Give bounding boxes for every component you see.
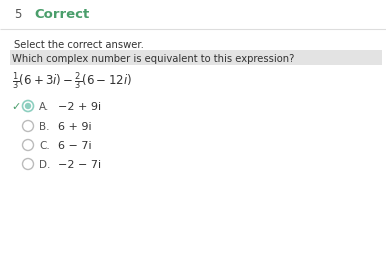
Text: ✓: ✓ [11,102,21,112]
Text: 5: 5 [14,8,21,21]
Text: Which complex number is equivalent to this expression?: Which complex number is equivalent to th… [12,53,295,63]
Circle shape [22,159,34,170]
Bar [10,51,382,66]
Text: D.: D. [39,159,51,169]
Circle shape [25,103,31,110]
Text: 6 + 9i: 6 + 9i [58,121,91,132]
Text: −2 − 7i: −2 − 7i [58,159,101,169]
Text: Correct: Correct [34,8,89,21]
Text: Select the correct answer.: Select the correct answer. [14,40,144,50]
Text: A.: A. [39,102,49,112]
Text: B.: B. [39,121,49,132]
Text: −2 + 9i: −2 + 9i [58,102,101,112]
Text: $\frac{1}{3}(6 + 3i) - \frac{2}{3}(6 - 12i)$: $\frac{1}{3}(6 + 3i) - \frac{2}{3}(6 - 1… [12,70,132,91]
Circle shape [22,101,34,112]
Circle shape [22,140,34,151]
Text: C.: C. [39,140,50,150]
Text: 6 − 7i: 6 − 7i [58,140,91,150]
Circle shape [22,121,34,132]
